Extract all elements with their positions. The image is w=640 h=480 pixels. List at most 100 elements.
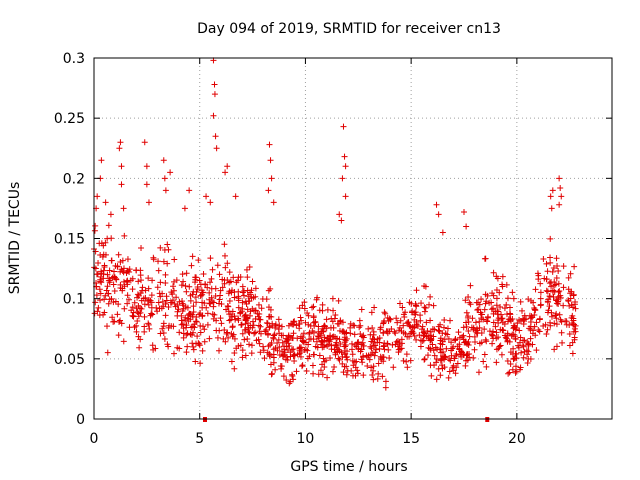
data-point xyxy=(493,302,500,309)
data-point xyxy=(310,351,317,358)
data-point xyxy=(286,380,293,387)
data-point xyxy=(463,357,470,364)
data-point xyxy=(470,354,477,361)
data-point xyxy=(102,251,109,258)
data-point xyxy=(231,365,238,372)
data-point xyxy=(483,317,490,324)
data-point xyxy=(178,298,185,305)
data-point xyxy=(552,312,559,319)
data-point xyxy=(305,341,312,348)
data-point xyxy=(190,346,197,353)
data-point xyxy=(100,275,107,282)
data-point xyxy=(560,302,567,309)
data-point xyxy=(263,296,270,303)
data-point xyxy=(439,229,446,236)
data-point xyxy=(463,340,470,347)
data-point xyxy=(566,330,573,337)
data-point xyxy=(149,342,156,349)
data-point xyxy=(101,264,108,271)
data-point xyxy=(375,360,382,367)
data-point xyxy=(321,322,328,329)
data-point xyxy=(109,314,116,321)
data-point xyxy=(528,313,535,320)
data-point xyxy=(113,276,120,283)
data-point xyxy=(112,298,119,305)
data-point xyxy=(228,289,235,296)
y-tick-label: 0.15 xyxy=(54,232,85,248)
data-point xyxy=(476,318,483,325)
data-point xyxy=(164,241,171,248)
data-point xyxy=(504,295,511,302)
data-point xyxy=(396,300,403,307)
data-point xyxy=(349,351,356,358)
data-point xyxy=(379,373,386,380)
data-point xyxy=(503,335,510,342)
data-point xyxy=(210,112,217,119)
data-point xyxy=(475,306,482,313)
data-point xyxy=(102,292,109,299)
data-point xyxy=(509,366,516,373)
data-point xyxy=(116,319,123,326)
data-point xyxy=(116,145,123,152)
data-point xyxy=(98,157,105,164)
data-point xyxy=(373,346,380,353)
data-point xyxy=(481,351,488,358)
data-point xyxy=(120,338,127,345)
data-point xyxy=(519,307,526,314)
data-point xyxy=(340,123,347,130)
data-point xyxy=(204,310,211,317)
data-point xyxy=(219,276,226,283)
data-point xyxy=(462,297,469,304)
data-point xyxy=(256,316,263,323)
data-point xyxy=(427,346,434,353)
data-point xyxy=(353,358,360,365)
data-point xyxy=(426,301,433,308)
data-point xyxy=(355,339,362,346)
data-point xyxy=(408,300,415,307)
data-point xyxy=(174,344,181,351)
data-point xyxy=(543,260,550,267)
data-point xyxy=(382,378,389,385)
data-point xyxy=(152,345,159,352)
data-point xyxy=(299,302,306,309)
data-point xyxy=(464,351,471,358)
data-point xyxy=(174,302,181,309)
data-point xyxy=(212,292,219,299)
data-point xyxy=(529,314,536,321)
data-point xyxy=(441,356,448,363)
data-point xyxy=(278,323,285,330)
data-point xyxy=(319,371,326,378)
data-point xyxy=(300,330,307,337)
data-point xyxy=(558,193,565,200)
data-point xyxy=(277,363,284,370)
data-point xyxy=(228,330,235,337)
data-point xyxy=(456,341,463,348)
data-point xyxy=(97,290,104,297)
data-point xyxy=(500,327,507,334)
data-point xyxy=(481,255,488,262)
data-point xyxy=(417,317,424,324)
data-point xyxy=(420,329,427,336)
data-point xyxy=(335,297,342,304)
data-point xyxy=(134,318,141,325)
data-point xyxy=(423,319,430,326)
data-point xyxy=(493,295,500,302)
data-point xyxy=(170,278,177,285)
data-point xyxy=(351,322,358,329)
data-point xyxy=(427,362,434,369)
data-point xyxy=(294,335,301,342)
data-point xyxy=(559,339,566,346)
data-point xyxy=(200,289,207,296)
data-point xyxy=(124,279,131,286)
data-point xyxy=(169,291,176,298)
data-point xyxy=(512,363,519,370)
data-point xyxy=(266,141,273,148)
data-point xyxy=(155,258,162,265)
data-point xyxy=(421,282,428,289)
data-point xyxy=(533,347,540,354)
data-point xyxy=(332,341,339,348)
data-point xyxy=(467,282,474,289)
data-point xyxy=(209,298,216,305)
data-point xyxy=(193,340,200,347)
data-point xyxy=(329,318,336,325)
